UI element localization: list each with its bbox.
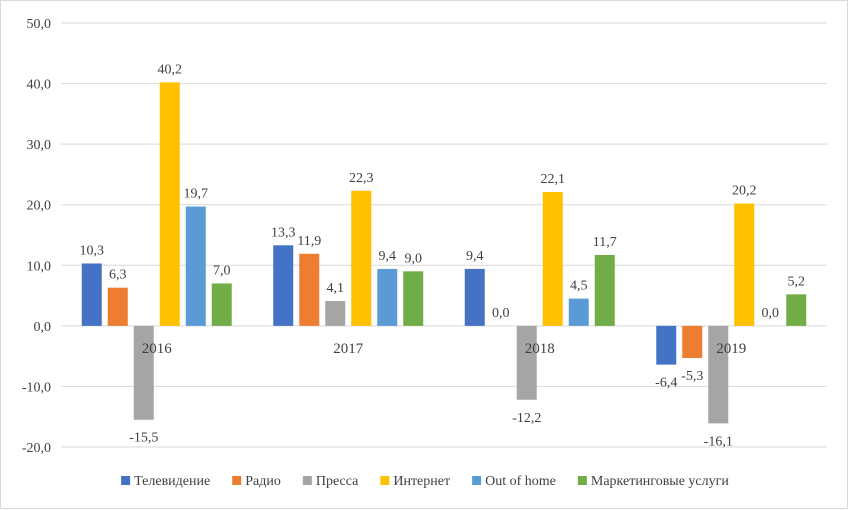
bars xyxy=(81,82,807,424)
data-label: 4,5 xyxy=(570,279,588,294)
data-label: 19,7 xyxy=(184,187,209,202)
data-label: 10,3 xyxy=(80,243,105,258)
legend-swatch xyxy=(472,476,482,485)
data-label: 9,4 xyxy=(466,249,484,264)
data-label: 22,3 xyxy=(349,171,374,186)
y-tick-label: 10,0 xyxy=(27,259,52,274)
bar-2017-0 xyxy=(273,245,294,326)
bar-2017-1 xyxy=(299,253,320,326)
data-label: 0,0 xyxy=(492,306,510,321)
legend-label: Маркетинговые услуги xyxy=(591,474,729,489)
data-label: 0,0 xyxy=(762,306,780,321)
category-label: 2018 xyxy=(525,341,555,357)
bar-2016-3 xyxy=(159,82,180,326)
data-label: 9,4 xyxy=(379,249,397,264)
bar-2017-5 xyxy=(403,271,424,326)
y-tick-label: 20,0 xyxy=(27,199,52,214)
legend-swatch xyxy=(232,476,242,485)
data-label: -16,1 xyxy=(704,434,733,449)
y-tick-label: 50,0 xyxy=(27,17,52,32)
category-label: 2019 xyxy=(716,341,746,357)
category-label: 2016 xyxy=(142,341,173,357)
y-tick-label: 30,0 xyxy=(27,138,52,153)
data-label: 40,2 xyxy=(158,62,183,77)
bar-2019-1 xyxy=(682,325,703,358)
legend-item: Пресса xyxy=(302,474,359,489)
y-tick-label: 40,0 xyxy=(27,78,52,93)
legend-label: Пресса xyxy=(316,474,359,489)
data-label: 9,0 xyxy=(405,251,423,266)
legend-item: Телевидение xyxy=(121,474,210,489)
legend-item: Out of home xyxy=(472,474,556,489)
bar-2017-4 xyxy=(377,268,398,326)
bar-2019-5 xyxy=(786,294,807,326)
legend-swatch xyxy=(380,476,390,485)
bar-2016-0 xyxy=(81,263,102,326)
bar-2018-5 xyxy=(594,254,615,326)
legend-swatch xyxy=(302,476,312,485)
data-label: 22,1 xyxy=(541,172,566,187)
bar-2019-0 xyxy=(656,325,677,365)
category-label: 2017 xyxy=(333,341,364,357)
legend-label: Out of home xyxy=(485,474,556,489)
data-label: 5,2 xyxy=(788,274,806,289)
legend-label: Телевидение xyxy=(134,474,210,489)
bar-2017-2 xyxy=(325,301,346,326)
bar-2016-1 xyxy=(107,287,128,326)
y-tick-label: 0,0 xyxy=(34,320,52,335)
bar-2019-2 xyxy=(708,325,729,424)
bar-2016-5 xyxy=(211,283,232,326)
data-label: -6,4 xyxy=(655,376,677,391)
bar-2018-0 xyxy=(464,268,485,326)
bar-2018-2 xyxy=(516,325,537,400)
bar-2016-2 xyxy=(133,325,154,420)
data-label: 20,2 xyxy=(732,184,757,199)
y-tick-label: -10,0 xyxy=(22,380,51,395)
data-label: 6,3 xyxy=(109,268,127,283)
legend-swatch xyxy=(121,476,131,485)
legend-item: Маркетинговые услуги xyxy=(577,474,729,489)
data-label: 11,7 xyxy=(593,235,617,250)
data-label: 13,3 xyxy=(271,225,296,240)
legend-swatch xyxy=(577,476,587,485)
data-label: -5,3 xyxy=(681,369,703,384)
legend-item: Радио xyxy=(232,474,281,489)
bar-2016-4 xyxy=(185,206,206,326)
data-label: 11,9 xyxy=(297,234,321,249)
data-label: 7,0 xyxy=(213,263,231,278)
legend-item: Интернет xyxy=(380,474,450,489)
bar-2018-4 xyxy=(568,298,589,326)
data-labels: 10,3 6,3 -15,5 40,2 19,7 7,0 13,311,9 4,1 22,3 9,… xyxy=(80,62,806,449)
legend: Телевидение Радио Пресса Интернет Out of hom… xyxy=(121,474,729,489)
bar-2017-3 xyxy=(351,190,372,326)
data-label: -15,5 xyxy=(129,431,158,446)
y-axis-ticks: 50,0 40,0 30,0 20,0 10,0 0,0 -10,0 -20,0 xyxy=(22,17,51,456)
legend-label: Интернет xyxy=(393,474,450,489)
legend-label: Радио xyxy=(245,474,281,489)
bar-2018-3 xyxy=(542,191,563,326)
data-label: 4,1 xyxy=(327,281,345,296)
y-tick-label: -20,0 xyxy=(22,441,51,456)
data-label: -12,2 xyxy=(512,411,541,426)
category-labels: 2016 2017 2018 2019 xyxy=(142,341,747,357)
bar-2019-3 xyxy=(734,203,755,326)
